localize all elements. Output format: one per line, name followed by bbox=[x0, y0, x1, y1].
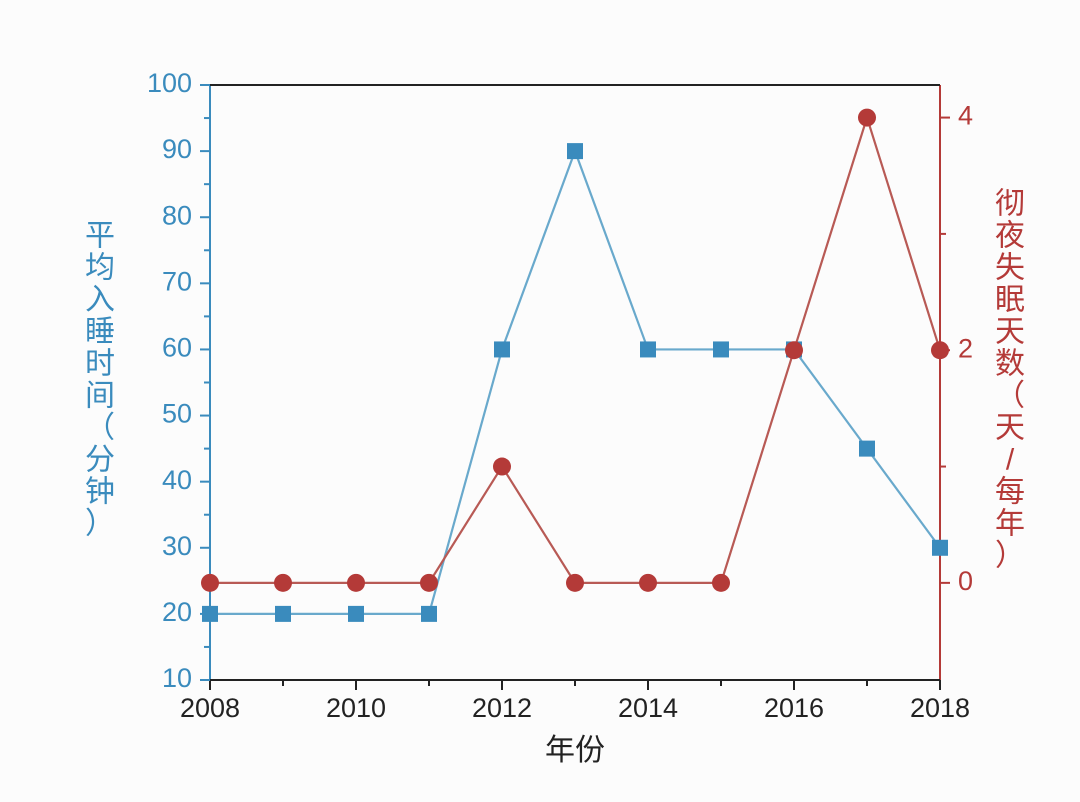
chart-container: 200820102012201420162018年份10203040506070… bbox=[0, 0, 1080, 802]
marker-square bbox=[275, 606, 291, 622]
y-left-tick-label: 40 bbox=[162, 465, 192, 495]
y-left-tick-label: 60 bbox=[162, 333, 192, 363]
y-right-axis-label: 夜 bbox=[995, 219, 1025, 252]
x-tick-label: 2012 bbox=[472, 693, 532, 723]
y-left-tick-label: 50 bbox=[162, 399, 192, 429]
y-left-tick-label: 10 bbox=[162, 663, 192, 693]
y-left-axis-label: 均 bbox=[85, 251, 115, 284]
marker-circle bbox=[420, 574, 438, 592]
y-right-axis-label: ） bbox=[995, 539, 1025, 572]
y-right-axis-label: 天 bbox=[995, 411, 1025, 444]
y-right-axis-label: 每 bbox=[995, 475, 1025, 508]
y-left-axis-label: （ bbox=[85, 411, 115, 444]
marker-circle bbox=[785, 341, 803, 359]
x-tick-label: 2018 bbox=[910, 693, 970, 723]
marker-square bbox=[421, 606, 437, 622]
y-right-axis-label: 失 bbox=[995, 251, 1025, 284]
y-right-axis-label: 眠 bbox=[995, 283, 1025, 316]
y-left-tick-label: 100 bbox=[147, 68, 192, 98]
y-left-axis-label: 钟 bbox=[85, 475, 115, 508]
y-left-tick-label: 20 bbox=[162, 597, 192, 627]
marker-circle bbox=[639, 574, 657, 592]
y-left-tick-label: 30 bbox=[162, 531, 192, 561]
marker-circle bbox=[858, 109, 876, 127]
y-left-axis-label: 时 bbox=[85, 347, 115, 380]
marker-circle bbox=[347, 574, 365, 592]
marker-square bbox=[494, 341, 510, 357]
marker-circle bbox=[274, 574, 292, 592]
y-left-axis-label: 睡 bbox=[85, 315, 115, 348]
marker-square bbox=[567, 143, 583, 159]
x-tick-label: 2016 bbox=[764, 693, 824, 723]
marker-circle bbox=[493, 458, 511, 476]
marker-circle bbox=[566, 574, 584, 592]
marker-square bbox=[348, 606, 364, 622]
y-left-axis-label: 分 bbox=[85, 443, 115, 476]
y-left-axis-label: 入 bbox=[85, 283, 115, 316]
marker-square bbox=[859, 441, 875, 457]
dual-axis-chart: 200820102012201420162018年份10203040506070… bbox=[0, 0, 1080, 802]
x-tick-label: 2014 bbox=[618, 693, 678, 723]
y-left-axis-label: ） bbox=[85, 507, 115, 540]
x-tick-label: 2010 bbox=[326, 693, 386, 723]
y-right-axis-label: 数 bbox=[995, 347, 1025, 380]
y-right-tick-label: 2 bbox=[958, 333, 973, 363]
y-left-tick-label: 80 bbox=[162, 200, 192, 230]
y-right-axis-label: （ bbox=[995, 379, 1025, 412]
y-left-tick-label: 90 bbox=[162, 134, 192, 164]
marker-square bbox=[202, 606, 218, 622]
marker-square bbox=[713, 341, 729, 357]
y-right-axis-label: 彻 bbox=[995, 187, 1025, 220]
marker-circle bbox=[931, 341, 949, 359]
y-right-axis-label: 年 bbox=[995, 507, 1025, 540]
y-right-tick-label: 4 bbox=[958, 101, 973, 131]
x-tick-label: 2008 bbox=[180, 693, 240, 723]
marker-square bbox=[640, 341, 656, 357]
y-right-axis-label: 天 bbox=[995, 315, 1025, 348]
y-left-tick-label: 70 bbox=[162, 266, 192, 296]
y-left-axis-label: 间 bbox=[85, 379, 115, 412]
marker-circle bbox=[201, 574, 219, 592]
marker-circle bbox=[712, 574, 730, 592]
x-axis-label: 年份 bbox=[545, 734, 605, 767]
y-right-tick-label: 0 bbox=[958, 566, 973, 596]
marker-square bbox=[932, 540, 948, 556]
y-right-axis-label: / bbox=[1006, 443, 1015, 476]
y-left-axis-label: 平 bbox=[85, 219, 115, 252]
